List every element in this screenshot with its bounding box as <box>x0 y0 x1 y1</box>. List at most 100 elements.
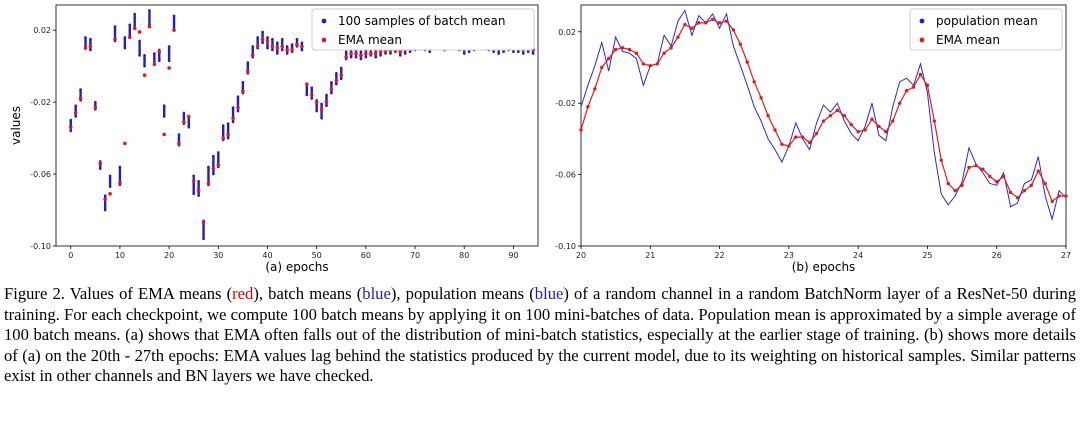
batch-mean-point <box>374 55 377 59</box>
ema-mean-point <box>662 51 666 55</box>
ema-mean-point <box>354 51 358 56</box>
ema-mean-point <box>724 19 729 23</box>
ema-mean-point <box>231 116 235 121</box>
batch-mean-point <box>74 104 77 108</box>
batch-mean-point <box>310 86 314 90</box>
batch-mean-point <box>226 136 230 140</box>
ema-mean-point <box>946 181 950 186</box>
batch-mean-point <box>344 50 348 54</box>
batch-mean-point <box>167 59 171 63</box>
batch-mean-point <box>276 52 279 55</box>
ema-mean-point <box>368 51 373 56</box>
batch-mean-point <box>187 125 191 129</box>
ema-mean-point <box>201 220 206 225</box>
batch-mean-point <box>197 194 200 197</box>
ema-mean-point <box>98 161 103 166</box>
ema-mean-point <box>206 181 211 185</box>
population-mean-line <box>580 9 1067 222</box>
x-tick-label: 27 <box>1061 251 1071 260</box>
batch-mean-point <box>231 106 235 109</box>
ema-mean-point <box>898 101 902 105</box>
ema-mean-point <box>856 130 860 134</box>
batch-mean-point <box>138 39 141 43</box>
x-tick-label: 40 <box>262 251 272 260</box>
ema-mean-point <box>137 30 142 34</box>
batch-mean-point <box>315 109 318 113</box>
ema-mean-point <box>1064 194 1068 198</box>
batch-mean-point <box>192 192 196 196</box>
ema-mean-point <box>305 82 309 86</box>
ema-mean-point <box>641 62 646 66</box>
batch-mean-point <box>123 46 127 50</box>
ema-mean-point <box>172 28 176 32</box>
ema-mean-point <box>766 113 770 118</box>
y-tick-label: -0.02 <box>555 99 576 108</box>
batch-mean-point <box>280 48 284 52</box>
ema-mean-point <box>83 46 88 50</box>
x-tick-label: 25 <box>922 251 932 260</box>
y-tick-label: 0.02 <box>558 28 576 37</box>
ema-mean-point <box>676 35 680 39</box>
plot-frame <box>580 4 1067 247</box>
x-tick-label: 21 <box>645 251 655 260</box>
batch-mean-point <box>300 48 304 52</box>
y-axis-label: values <box>9 106 23 145</box>
ema-mean-point <box>147 24 152 29</box>
x-tick-label: 50 <box>312 251 322 260</box>
batch-mean-point <box>202 237 205 241</box>
batch-mean-point <box>94 100 97 104</box>
batch-mean-point <box>339 77 343 81</box>
batch-mean-point <box>428 50 432 54</box>
ema-mean-point <box>152 62 157 67</box>
ema-mean-point <box>600 65 604 70</box>
ema-mean-point <box>275 46 280 50</box>
batch-mean-point <box>79 88 82 91</box>
batch-mean-point <box>197 179 200 183</box>
batch-mean-point <box>408 50 412 54</box>
batch-mean-point <box>354 55 358 59</box>
ema-mean-point <box>877 124 881 129</box>
batch-mean-point <box>108 174 112 178</box>
batch-mean-point <box>403 52 407 55</box>
batch-mean-point <box>207 165 210 169</box>
y-tick-label: -0.06 <box>555 171 576 180</box>
batch-mean-point <box>89 37 92 41</box>
batch-mean-point <box>148 9 151 12</box>
batch-mean-point <box>364 55 368 59</box>
ema-mean-point <box>324 100 329 104</box>
ema-mean-point <box>807 140 812 145</box>
ema-mean-point <box>849 122 853 127</box>
ema-mean-point <box>814 131 819 136</box>
ema-mean-point <box>648 63 652 68</box>
ema-mean-point <box>939 158 943 163</box>
x-tick-label: 24 <box>853 251 863 260</box>
batch-mean-point <box>285 45 289 48</box>
ema-mean-point <box>704 21 708 25</box>
batch-mean-point <box>325 93 328 97</box>
ema-mean-point <box>246 69 250 74</box>
batch-mean-point <box>108 185 112 188</box>
batch-mean-point <box>295 37 299 41</box>
batch-mean-point <box>89 48 92 52</box>
x-tick-label: 22 <box>714 251 724 260</box>
ema-mean-point <box>241 89 245 94</box>
batch-mean-point <box>271 37 274 41</box>
ema-mean-point <box>1057 194 1061 198</box>
ema-mean-point <box>835 108 840 113</box>
y-tick-label: 0.02 <box>33 26 51 35</box>
ema-mean-point <box>359 53 363 58</box>
x-tick-label: 70 <box>410 251 420 260</box>
ema-mean-point <box>216 163 221 167</box>
batch-mean-point <box>335 72 338 75</box>
batch-mean-point <box>300 41 304 45</box>
ema-mean-point <box>1036 169 1040 173</box>
ema-mean-point <box>211 166 216 171</box>
y-tick-label: -0.10 <box>30 242 51 251</box>
batch-mean-point <box>261 41 264 45</box>
y-tick-label: -0.02 <box>30 98 51 107</box>
ema-mean-point <box>918 72 923 77</box>
ema-mean-point <box>828 113 833 118</box>
ema-mean-point <box>884 130 888 134</box>
ema-mean-point <box>752 80 756 84</box>
ema-mean-point <box>690 26 694 30</box>
